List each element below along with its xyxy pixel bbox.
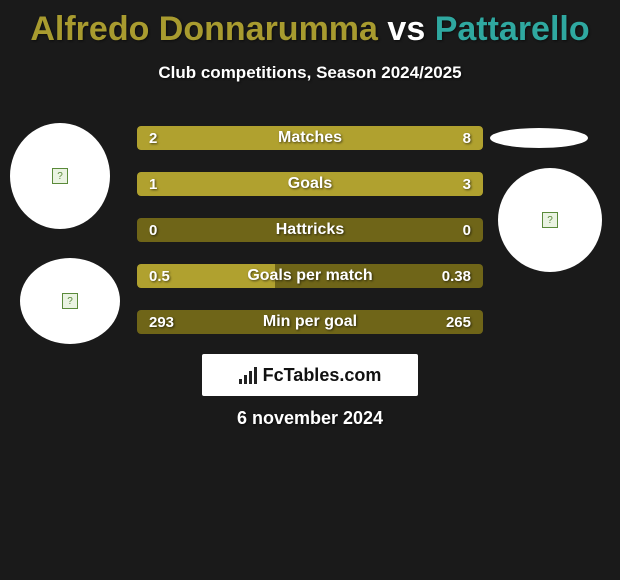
player1-club-avatar: ? [20, 258, 120, 344]
player2-ellipse [490, 128, 588, 148]
stat-row: 1Goals3 [137, 172, 483, 196]
vs-text: vs [387, 10, 425, 48]
stat-row: 2Matches8 [137, 126, 483, 150]
stat-value-right: 0.38 [442, 264, 471, 288]
comparison-title: Alfredo Donnarumma vs Pattarello [0, 0, 620, 49]
logo-text: FcTables.com [263, 365, 382, 386]
image-placeholder-icon: ? [542, 212, 558, 228]
stat-value-right: 265 [446, 310, 471, 334]
player1-avatar-large: ? [10, 123, 110, 229]
fctables-logo: FcTables.com [202, 354, 418, 396]
stat-row: 0Hattricks0 [137, 218, 483, 242]
player2-name: Pattarello [435, 10, 590, 48]
stat-value-right: 0 [463, 218, 471, 242]
stat-label: Min per goal [137, 310, 483, 334]
image-placeholder-icon: ? [62, 293, 78, 309]
subtitle: Club competitions, Season 2024/2025 [0, 63, 620, 83]
comparison-bars: 2Matches8 1Goals3 0Hattricks0 0.5Goals per … [137, 126, 483, 356]
image-placeholder-icon: ? [52, 168, 68, 184]
stat-label: Goals per match [137, 264, 483, 288]
stat-row: 293Min per goal265 [137, 310, 483, 334]
player1-name: Alfredo Donnarumma [30, 10, 378, 48]
stat-label: Hattricks [137, 218, 483, 242]
stat-label: Matches [137, 126, 483, 150]
logo-bars-icon [239, 366, 257, 384]
date-label: 6 november 2024 [0, 408, 620, 429]
stat-row: 0.5Goals per match0.38 [137, 264, 483, 288]
stat-value-right: 3 [463, 172, 471, 196]
player2-avatar-large: ? [498, 168, 602, 272]
stat-value-right: 8 [463, 126, 471, 150]
stat-label: Goals [137, 172, 483, 196]
